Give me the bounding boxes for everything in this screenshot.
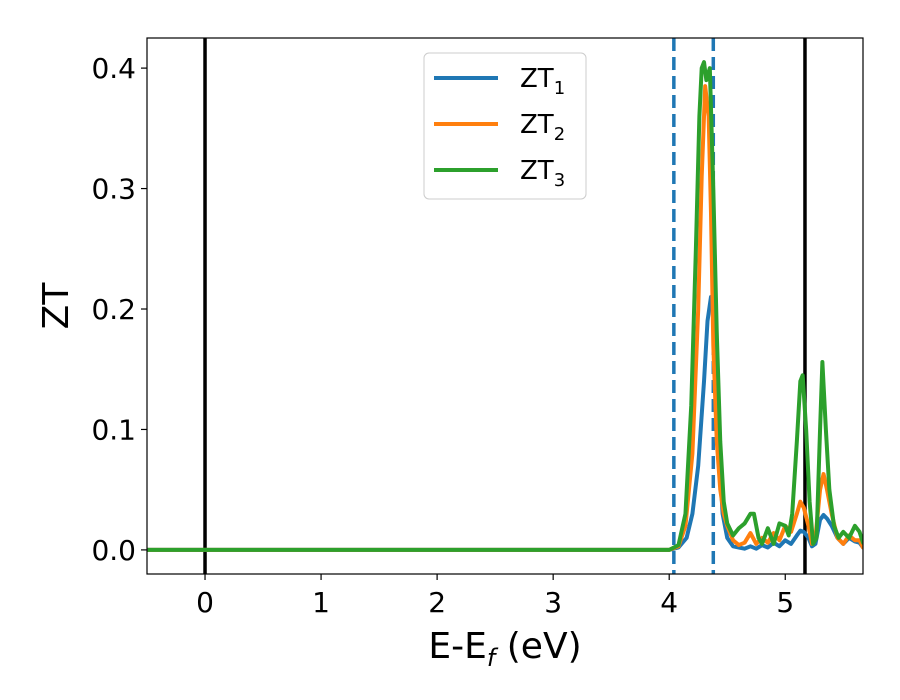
- x-tick-label: 4: [660, 586, 678, 619]
- series-line-1: [147, 294, 863, 552]
- series-line-3: [147, 60, 863, 552]
- legend-label-1: ZT1: [520, 64, 565, 99]
- y-tick-label: 0.1: [91, 413, 136, 446]
- x-tick-label: 2: [428, 586, 446, 619]
- series-lines: [147, 60, 863, 552]
- x-axis-label: E-Ef (eV): [428, 626, 581, 672]
- y-axis-ticks: 0.0 0.1 0.2 0.3 0.4: [91, 52, 147, 567]
- y-tick-label: 0.3: [91, 173, 136, 206]
- y-axis-label: ZT: [36, 282, 77, 330]
- x-tick-label: 1: [312, 586, 330, 619]
- plot-frame: [146, 37, 864, 575]
- x-tick-label: 3: [544, 586, 562, 619]
- y-tick-label: 0.2: [91, 293, 136, 326]
- legend-label-2: ZT2: [520, 110, 565, 145]
- legend: ZT1 ZT2 ZT3: [423, 52, 587, 200]
- legend-label-3: ZT3: [520, 156, 565, 191]
- legend-box: [423, 52, 587, 200]
- x-axis-ticks: 0 1 2 3 4 5: [196, 574, 794, 619]
- y-tick-label: 0.0: [91, 534, 136, 567]
- y-tick-label: 0.4: [91, 52, 136, 85]
- x-tick-label: 5: [776, 586, 794, 619]
- x-tick-label: 0: [196, 586, 214, 619]
